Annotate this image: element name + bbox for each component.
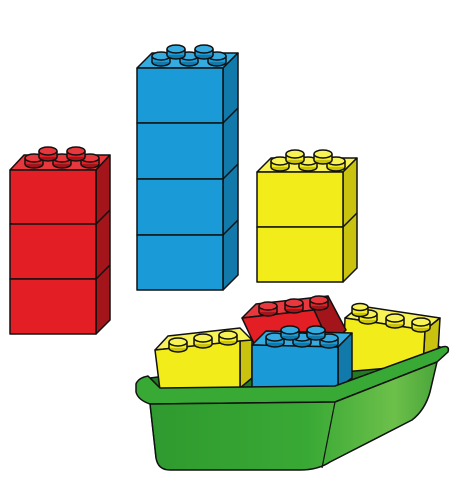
blue-brick-stack <box>136 44 239 291</box>
boat-yellow-brick-left <box>154 327 253 391</box>
blue-stack-studs <box>151 44 227 67</box>
yellow-stack-studs <box>270 149 346 172</box>
boat-blue-brick <box>251 325 353 389</box>
boat-rim <box>135 345 450 405</box>
boat-with-bricks <box>135 295 450 471</box>
boat-hull <box>149 361 438 471</box>
red-brick-stack <box>9 146 111 335</box>
yellow-brick-stack <box>256 149 358 283</box>
red-stack-studs <box>24 146 100 169</box>
